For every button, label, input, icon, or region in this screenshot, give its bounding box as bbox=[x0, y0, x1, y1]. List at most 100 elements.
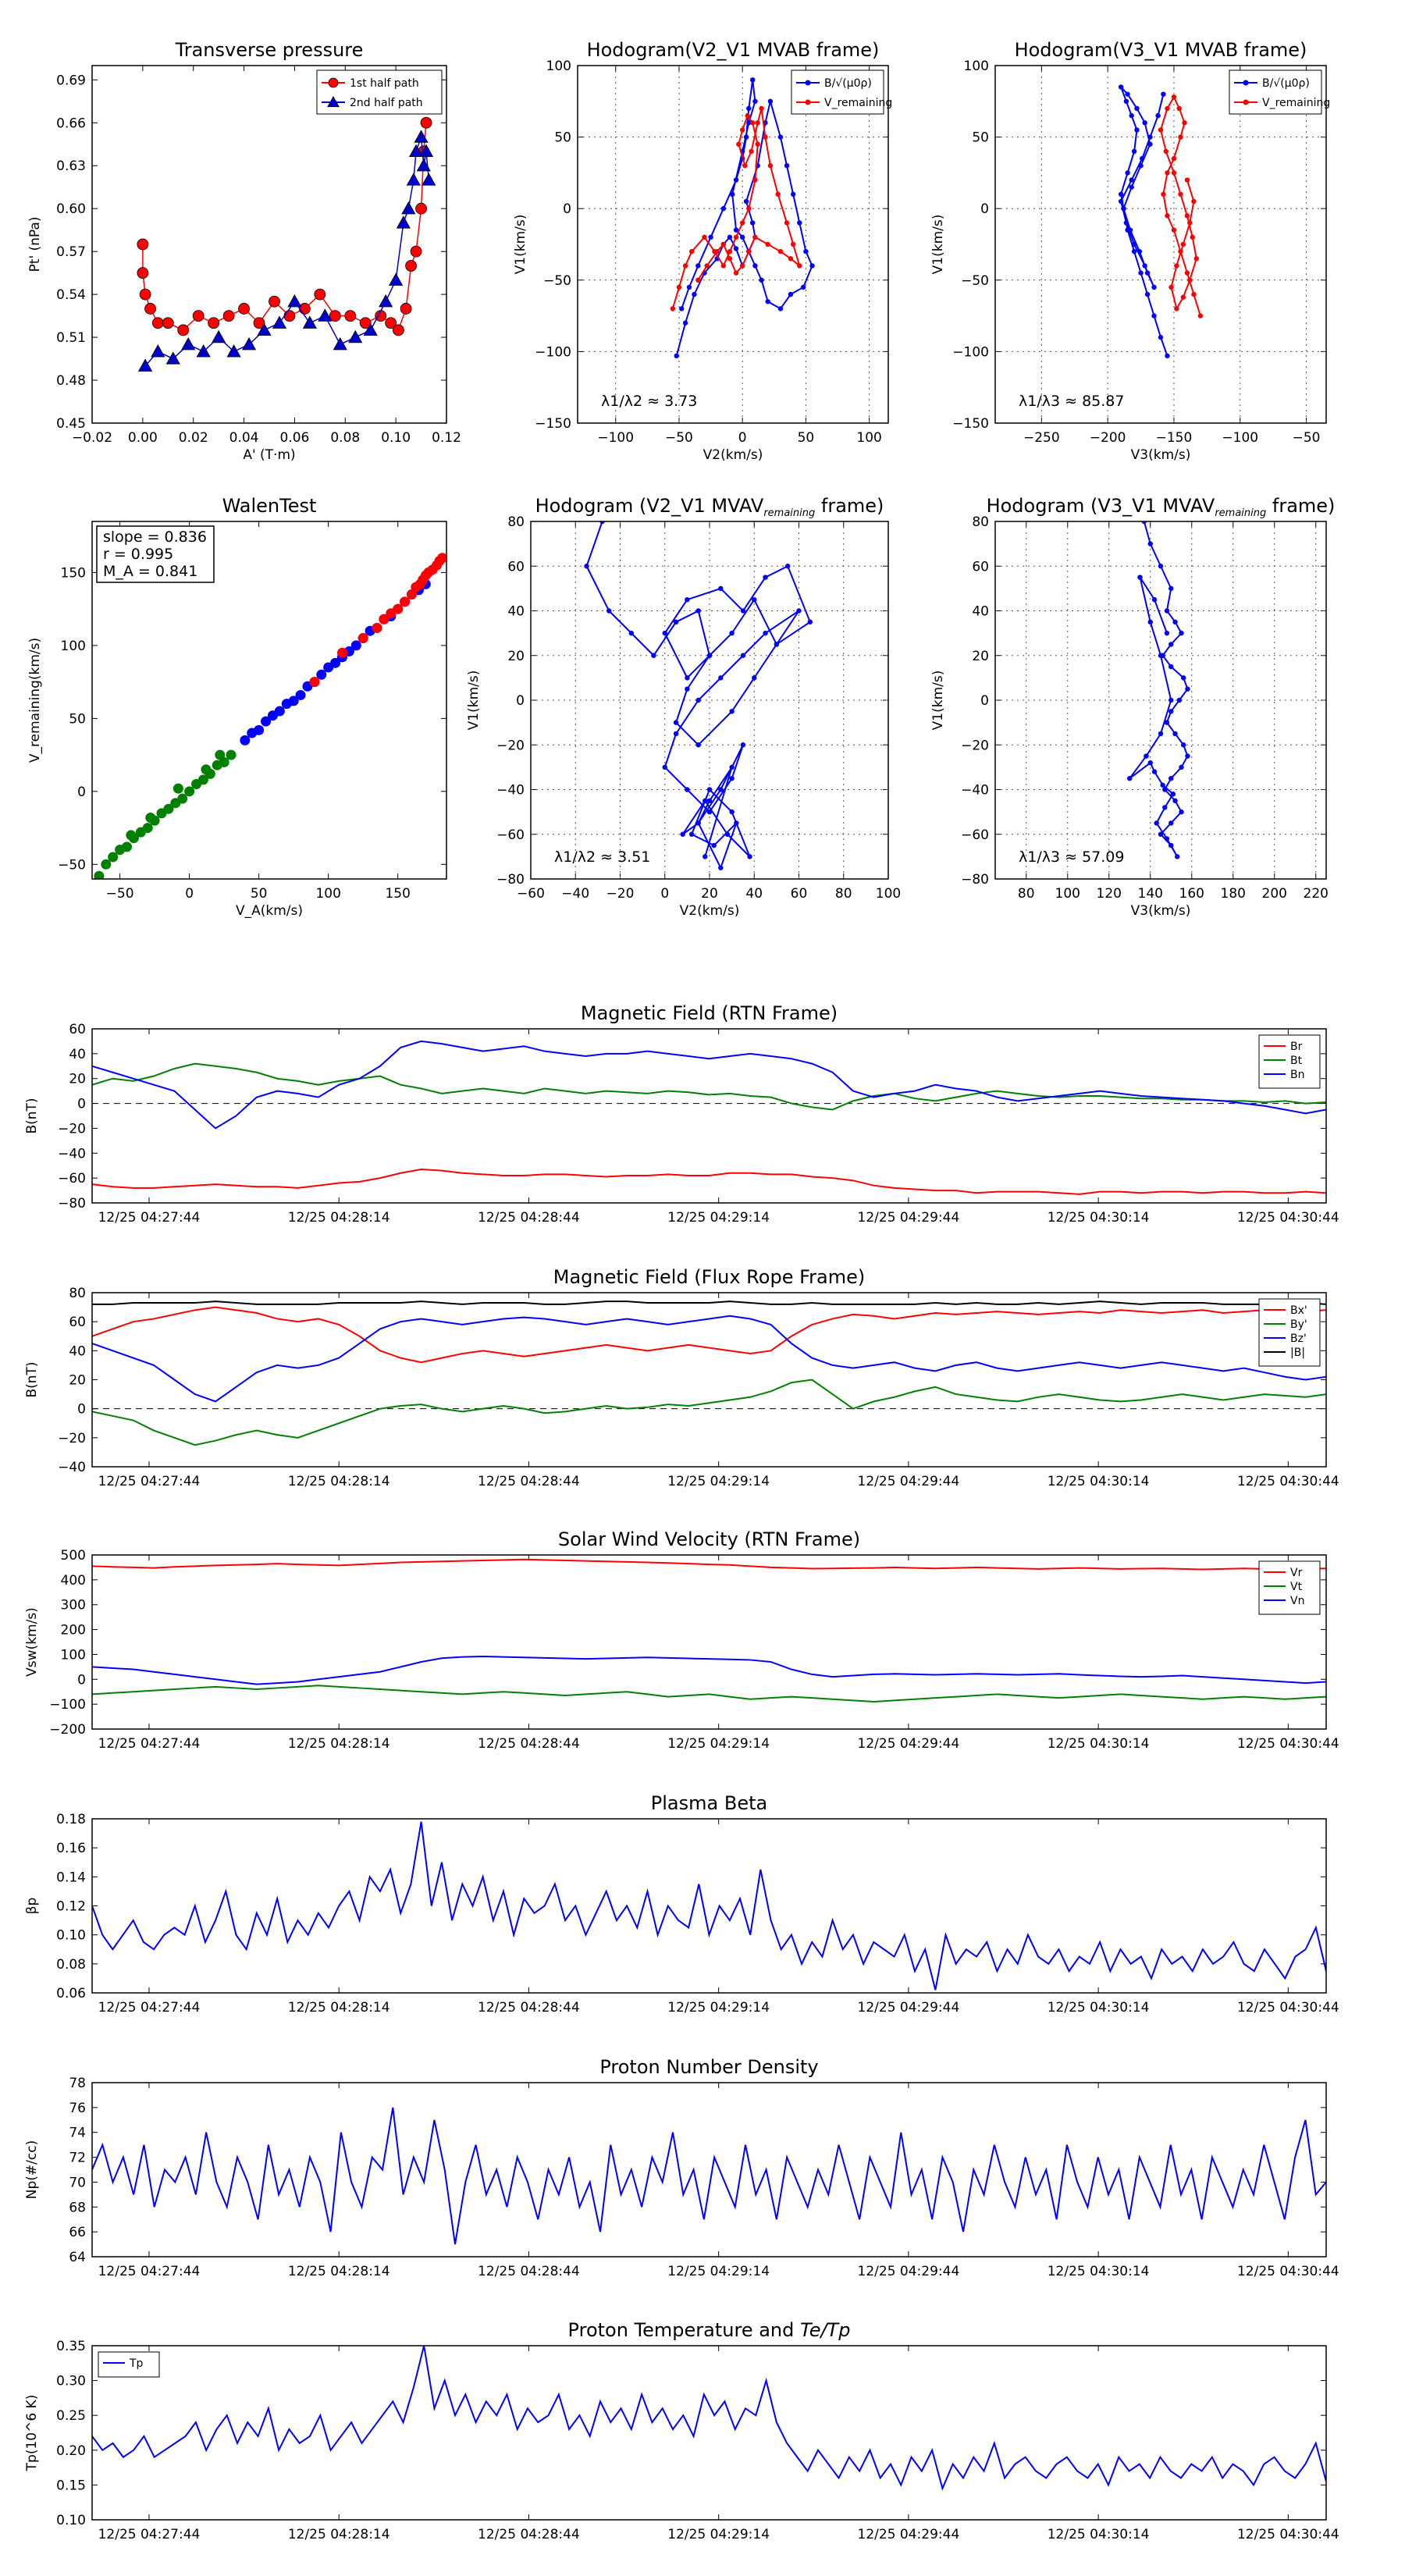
data-point bbox=[283, 310, 296, 322]
data-point bbox=[745, 112, 750, 119]
data-point bbox=[151, 317, 164, 329]
data-point bbox=[1141, 521, 1147, 525]
series-line bbox=[92, 1315, 1326, 1403]
data-point bbox=[1197, 313, 1204, 318]
data-point bbox=[1193, 256, 1199, 262]
data-point bbox=[418, 144, 434, 158]
chart-title: Hodogram (V3_V1 MVAVremaining frame) bbox=[987, 495, 1336, 519]
data-point bbox=[676, 284, 682, 290]
x-tick-label: 12/25 04:27:44 bbox=[98, 1474, 201, 1489]
plot-area bbox=[92, 1040, 1326, 1195]
eigen-ratio-annotation: λ1/λ2 ≈ 3.51 bbox=[554, 849, 650, 866]
data-point bbox=[226, 749, 237, 760]
series-line bbox=[92, 1062, 1326, 1111]
data-point bbox=[1125, 91, 1130, 97]
data-point bbox=[807, 619, 813, 625]
legend-label: Br bbox=[1290, 1041, 1303, 1053]
x-tick-label: −200 bbox=[1090, 430, 1126, 446]
data-point bbox=[1184, 177, 1190, 183]
plot-border bbox=[91, 2082, 1327, 2258]
data-point bbox=[138, 358, 153, 372]
y-tick-label: −200 bbox=[49, 1722, 86, 1738]
chart-title: WalenTest bbox=[222, 495, 317, 517]
plot-border bbox=[577, 65, 889, 424]
data-point bbox=[1129, 112, 1134, 119]
data-point bbox=[1137, 575, 1143, 580]
data-point bbox=[1184, 213, 1190, 219]
legend-label: Bz' bbox=[1290, 1332, 1307, 1345]
data-point bbox=[1171, 170, 1177, 176]
data-point bbox=[94, 870, 105, 879]
data-point bbox=[309, 677, 320, 688]
data-point bbox=[749, 220, 756, 226]
y-tick-label: −80 bbox=[496, 872, 525, 888]
x-tick-label: 12/25 04:28:14 bbox=[288, 2527, 390, 2542]
data-point bbox=[740, 742, 746, 748]
plot-area bbox=[92, 1821, 1326, 1991]
data-point bbox=[797, 263, 802, 269]
y-tick-label: −20 bbox=[496, 738, 525, 753]
x-tick-label: −50 bbox=[665, 430, 693, 446]
data-point bbox=[254, 724, 265, 735]
data-point bbox=[238, 303, 250, 315]
data-point bbox=[1168, 697, 1174, 703]
legend-label: Bn bbox=[1290, 1069, 1304, 1081]
y-tick-label: 80 bbox=[69, 1286, 86, 1301]
eigen-ratio-annotation: λ1/λ3 ≈ 57.09 bbox=[1019, 849, 1124, 866]
series-line bbox=[92, 1168, 1326, 1195]
legend-box bbox=[1258, 1560, 1321, 1615]
x-tick-label: 12/25 04:30:44 bbox=[1237, 1210, 1339, 1226]
data-point bbox=[316, 669, 327, 680]
x-tick-label: 12/25 04:29:44 bbox=[858, 2527, 960, 2542]
data-point bbox=[695, 608, 701, 614]
data-point bbox=[396, 215, 411, 229]
data-point bbox=[763, 630, 768, 636]
data-point bbox=[253, 317, 265, 329]
x-tick-label: 50 bbox=[251, 886, 268, 902]
data-point bbox=[1147, 619, 1153, 625]
x-tick-label: 100 bbox=[315, 886, 340, 902]
y-tick-label: −50 bbox=[961, 273, 989, 289]
data-point bbox=[692, 291, 697, 297]
data-point bbox=[777, 248, 784, 254]
data-point bbox=[733, 234, 739, 240]
x-tick-label: 220 bbox=[1304, 886, 1329, 902]
x-tick-label: 160 bbox=[1179, 886, 1204, 902]
data-point bbox=[708, 234, 713, 240]
data-point bbox=[742, 163, 748, 169]
chart-hod1: Hodogram(V2_V1 MVAB frame) V1(km/s) V2(km/… bbox=[513, 39, 892, 463]
data-point bbox=[688, 831, 695, 837]
y-tick-label: −60 bbox=[496, 827, 525, 843]
data-point bbox=[739, 127, 745, 133]
data-point bbox=[1178, 248, 1183, 254]
data-point bbox=[584, 564, 589, 569]
plot-area bbox=[137, 116, 436, 372]
data-point bbox=[1158, 731, 1164, 737]
x-tick-label: 0.02 bbox=[179, 430, 208, 446]
data-point bbox=[803, 248, 809, 254]
data-point bbox=[336, 647, 347, 658]
y-tick-label: 0.18 bbox=[56, 1812, 86, 1827]
data-point bbox=[706, 798, 713, 804]
data-point bbox=[670, 306, 676, 311]
chart-ts_b_rtn: Magnetic Field (RTN Frame) B(nT) −80 −60 −40… bbox=[24, 1002, 1339, 1226]
data-point bbox=[1191, 291, 1197, 297]
data-point bbox=[1142, 263, 1147, 269]
x-tick-label: 120 bbox=[1097, 886, 1122, 902]
data-point bbox=[1180, 294, 1186, 300]
data-point bbox=[1191, 198, 1197, 205]
y-tick-label: 0.54 bbox=[56, 287, 86, 303]
data-point bbox=[416, 158, 431, 172]
data-point bbox=[599, 521, 605, 525]
y-tick-label: 0.16 bbox=[56, 1841, 86, 1856]
x-tick-label: 12/25 04:29:14 bbox=[667, 1474, 770, 1489]
data-point bbox=[686, 284, 692, 290]
y-tick-label: 0.25 bbox=[56, 2408, 86, 2424]
x-tick-label: 0 bbox=[185, 886, 194, 902]
data-point bbox=[1158, 334, 1164, 340]
x-tick-label: 12/25 04:30:44 bbox=[1237, 2264, 1339, 2279]
series-line bbox=[92, 1821, 1326, 1991]
x-tick-label: 20 bbox=[701, 886, 718, 902]
data-point bbox=[389, 272, 404, 286]
y-tick-label: 0 bbox=[77, 785, 86, 800]
